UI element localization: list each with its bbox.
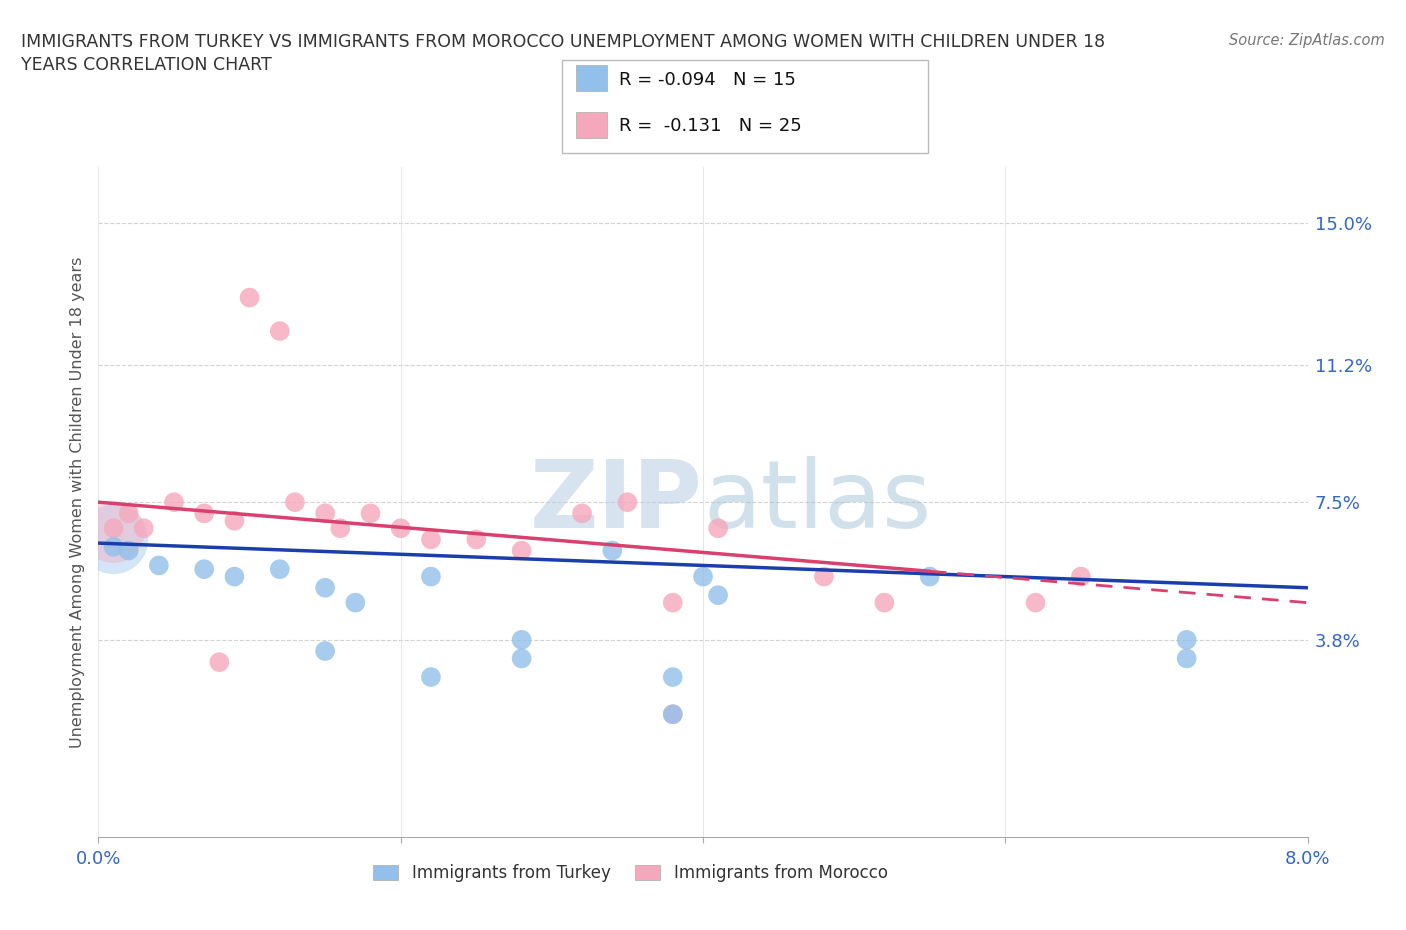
Point xyxy=(359,506,381,521)
Point xyxy=(571,506,593,521)
Point xyxy=(465,532,488,547)
Point xyxy=(419,532,441,547)
Point xyxy=(1070,569,1092,584)
Point xyxy=(314,580,336,595)
Point xyxy=(707,588,730,603)
Point xyxy=(661,707,683,722)
Text: YEARS CORRELATION CHART: YEARS CORRELATION CHART xyxy=(21,56,271,73)
Text: Source: ZipAtlas.com: Source: ZipAtlas.com xyxy=(1229,33,1385,47)
Point xyxy=(103,539,125,554)
Point xyxy=(602,543,624,558)
Point xyxy=(661,707,683,722)
Point xyxy=(103,521,125,536)
Point xyxy=(163,495,186,510)
Point xyxy=(344,595,367,610)
Text: ZIP: ZIP xyxy=(530,457,703,548)
Point xyxy=(193,506,215,521)
Point xyxy=(510,651,533,666)
Text: IMMIGRANTS FROM TURKEY VS IMMIGRANTS FROM MOROCCO UNEMPLOYMENT AMONG WOMEN WITH : IMMIGRANTS FROM TURKEY VS IMMIGRANTS FRO… xyxy=(21,33,1105,50)
Point xyxy=(692,569,714,584)
Point xyxy=(661,595,683,610)
Point xyxy=(224,569,246,584)
Legend: Immigrants from Turkey, Immigrants from Morocco: Immigrants from Turkey, Immigrants from … xyxy=(367,857,894,889)
Point xyxy=(284,495,307,510)
Point xyxy=(1024,595,1046,610)
Point xyxy=(103,525,125,539)
Point xyxy=(510,632,533,647)
Point xyxy=(707,521,730,536)
Point xyxy=(132,521,155,536)
Point xyxy=(1175,651,1198,666)
Point xyxy=(208,655,231,670)
Point xyxy=(118,506,141,521)
Point xyxy=(661,670,683,684)
Point xyxy=(193,562,215,577)
Text: R = -0.094   N = 15: R = -0.094 N = 15 xyxy=(619,71,796,89)
Point xyxy=(389,521,412,536)
Point xyxy=(616,495,638,510)
Point xyxy=(314,644,336,658)
Point xyxy=(148,558,170,573)
Text: atlas: atlas xyxy=(703,457,931,548)
Point xyxy=(918,569,941,584)
Point xyxy=(419,670,441,684)
Point xyxy=(419,569,441,584)
Y-axis label: Unemployment Among Women with Children Under 18 years: Unemployment Among Women with Children U… xyxy=(69,257,84,748)
Text: R =  -0.131   N = 25: R = -0.131 N = 25 xyxy=(619,117,801,136)
Point xyxy=(510,543,533,558)
Point xyxy=(224,513,246,528)
Point xyxy=(269,562,291,577)
Point xyxy=(813,569,835,584)
Point xyxy=(118,543,141,558)
Point xyxy=(314,506,336,521)
Point xyxy=(103,532,125,547)
Point xyxy=(269,324,291,339)
Point xyxy=(239,290,262,305)
Point xyxy=(1175,632,1198,647)
Point xyxy=(329,521,352,536)
Point xyxy=(873,595,896,610)
